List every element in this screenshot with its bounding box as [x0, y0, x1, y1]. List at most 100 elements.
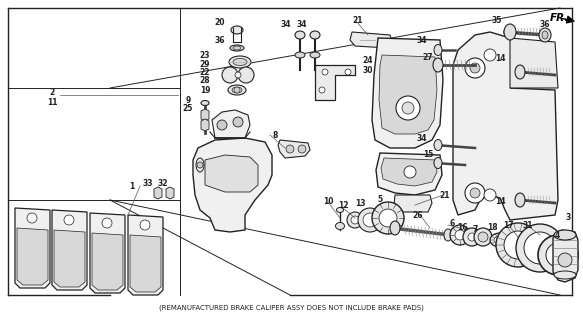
Circle shape	[102, 218, 112, 228]
Circle shape	[478, 232, 488, 242]
Ellipse shape	[554, 230, 576, 240]
Text: 19: 19	[200, 85, 210, 94]
Polygon shape	[90, 213, 125, 293]
Ellipse shape	[494, 236, 506, 244]
Text: 18: 18	[487, 223, 497, 233]
Text: 9: 9	[185, 95, 191, 105]
Circle shape	[402, 102, 414, 114]
Polygon shape	[201, 119, 209, 131]
Text: 31: 31	[523, 220, 533, 229]
Text: 15: 15	[423, 149, 433, 158]
Text: 33: 33	[143, 179, 153, 188]
Polygon shape	[376, 153, 442, 195]
Polygon shape	[381, 158, 437, 186]
Polygon shape	[54, 230, 85, 287]
Circle shape	[396, 96, 420, 120]
Circle shape	[222, 67, 238, 83]
Polygon shape	[394, 195, 432, 212]
Circle shape	[524, 232, 556, 264]
Ellipse shape	[336, 207, 343, 212]
Polygon shape	[52, 210, 87, 290]
Polygon shape	[154, 187, 162, 199]
Polygon shape	[379, 55, 437, 134]
Ellipse shape	[390, 221, 400, 235]
Ellipse shape	[196, 158, 204, 172]
Ellipse shape	[490, 233, 510, 247]
Text: 4: 4	[554, 230, 560, 239]
Ellipse shape	[434, 44, 442, 55]
Ellipse shape	[235, 72, 241, 78]
Text: 32: 32	[158, 179, 168, 188]
Text: 26: 26	[413, 211, 423, 220]
Text: 17: 17	[503, 221, 513, 230]
Circle shape	[234, 87, 240, 93]
Circle shape	[465, 58, 485, 78]
Circle shape	[468, 233, 476, 241]
Ellipse shape	[295, 52, 305, 58]
Circle shape	[484, 49, 496, 61]
Polygon shape	[17, 228, 48, 285]
Text: 11: 11	[47, 98, 57, 107]
Polygon shape	[553, 230, 578, 282]
Text: (REMANUFACTURED BRAKE CALIPER ASSY DOES NOT INCLUDE BRAKE PADS): (REMANUFACTURED BRAKE CALIPER ASSY DOES …	[159, 305, 424, 311]
Text: 30: 30	[363, 66, 373, 75]
Text: 23: 23	[200, 51, 210, 60]
Circle shape	[496, 223, 540, 267]
Text: 28: 28	[200, 76, 210, 84]
Text: 36: 36	[540, 20, 550, 28]
Text: 21: 21	[440, 190, 450, 199]
Polygon shape	[205, 155, 258, 192]
Text: 21: 21	[353, 15, 363, 25]
Circle shape	[470, 63, 480, 73]
Polygon shape	[510, 38, 558, 88]
Polygon shape	[278, 140, 310, 158]
Circle shape	[516, 224, 564, 272]
Circle shape	[64, 215, 74, 225]
Text: 29: 29	[200, 60, 210, 68]
Ellipse shape	[229, 56, 251, 68]
Ellipse shape	[231, 26, 243, 34]
Circle shape	[404, 166, 416, 178]
Polygon shape	[15, 208, 50, 288]
Text: 25: 25	[183, 103, 193, 113]
Text: 34: 34	[281, 20, 292, 28]
Ellipse shape	[515, 65, 525, 79]
Polygon shape	[193, 138, 272, 232]
Ellipse shape	[201, 100, 209, 106]
Circle shape	[474, 228, 492, 246]
Ellipse shape	[233, 46, 241, 50]
Text: 16: 16	[456, 223, 467, 233]
Text: 13: 13	[354, 199, 366, 209]
Circle shape	[463, 228, 481, 246]
Text: 34: 34	[297, 20, 307, 28]
Ellipse shape	[542, 31, 548, 39]
Circle shape	[286, 145, 294, 153]
Ellipse shape	[310, 52, 320, 58]
Polygon shape	[201, 109, 209, 121]
Circle shape	[450, 225, 470, 245]
Circle shape	[455, 230, 465, 240]
Ellipse shape	[554, 271, 576, 279]
Text: 10: 10	[323, 197, 333, 206]
Text: 8: 8	[272, 131, 278, 140]
Text: 14: 14	[495, 197, 505, 206]
Text: 7: 7	[472, 226, 477, 235]
Text: 22: 22	[200, 68, 210, 76]
Polygon shape	[372, 38, 443, 148]
Polygon shape	[92, 233, 123, 290]
Circle shape	[470, 188, 480, 198]
Text: 3: 3	[566, 213, 571, 222]
Circle shape	[465, 183, 485, 203]
Text: 20: 20	[215, 18, 225, 27]
Polygon shape	[350, 32, 392, 48]
Circle shape	[351, 216, 359, 224]
Ellipse shape	[539, 28, 551, 42]
Text: 14: 14	[495, 53, 505, 62]
Ellipse shape	[228, 85, 246, 95]
Text: 2: 2	[50, 87, 55, 97]
Ellipse shape	[310, 31, 320, 39]
Ellipse shape	[434, 157, 442, 169]
Circle shape	[233, 117, 243, 127]
Polygon shape	[315, 65, 355, 100]
Ellipse shape	[335, 222, 345, 229]
